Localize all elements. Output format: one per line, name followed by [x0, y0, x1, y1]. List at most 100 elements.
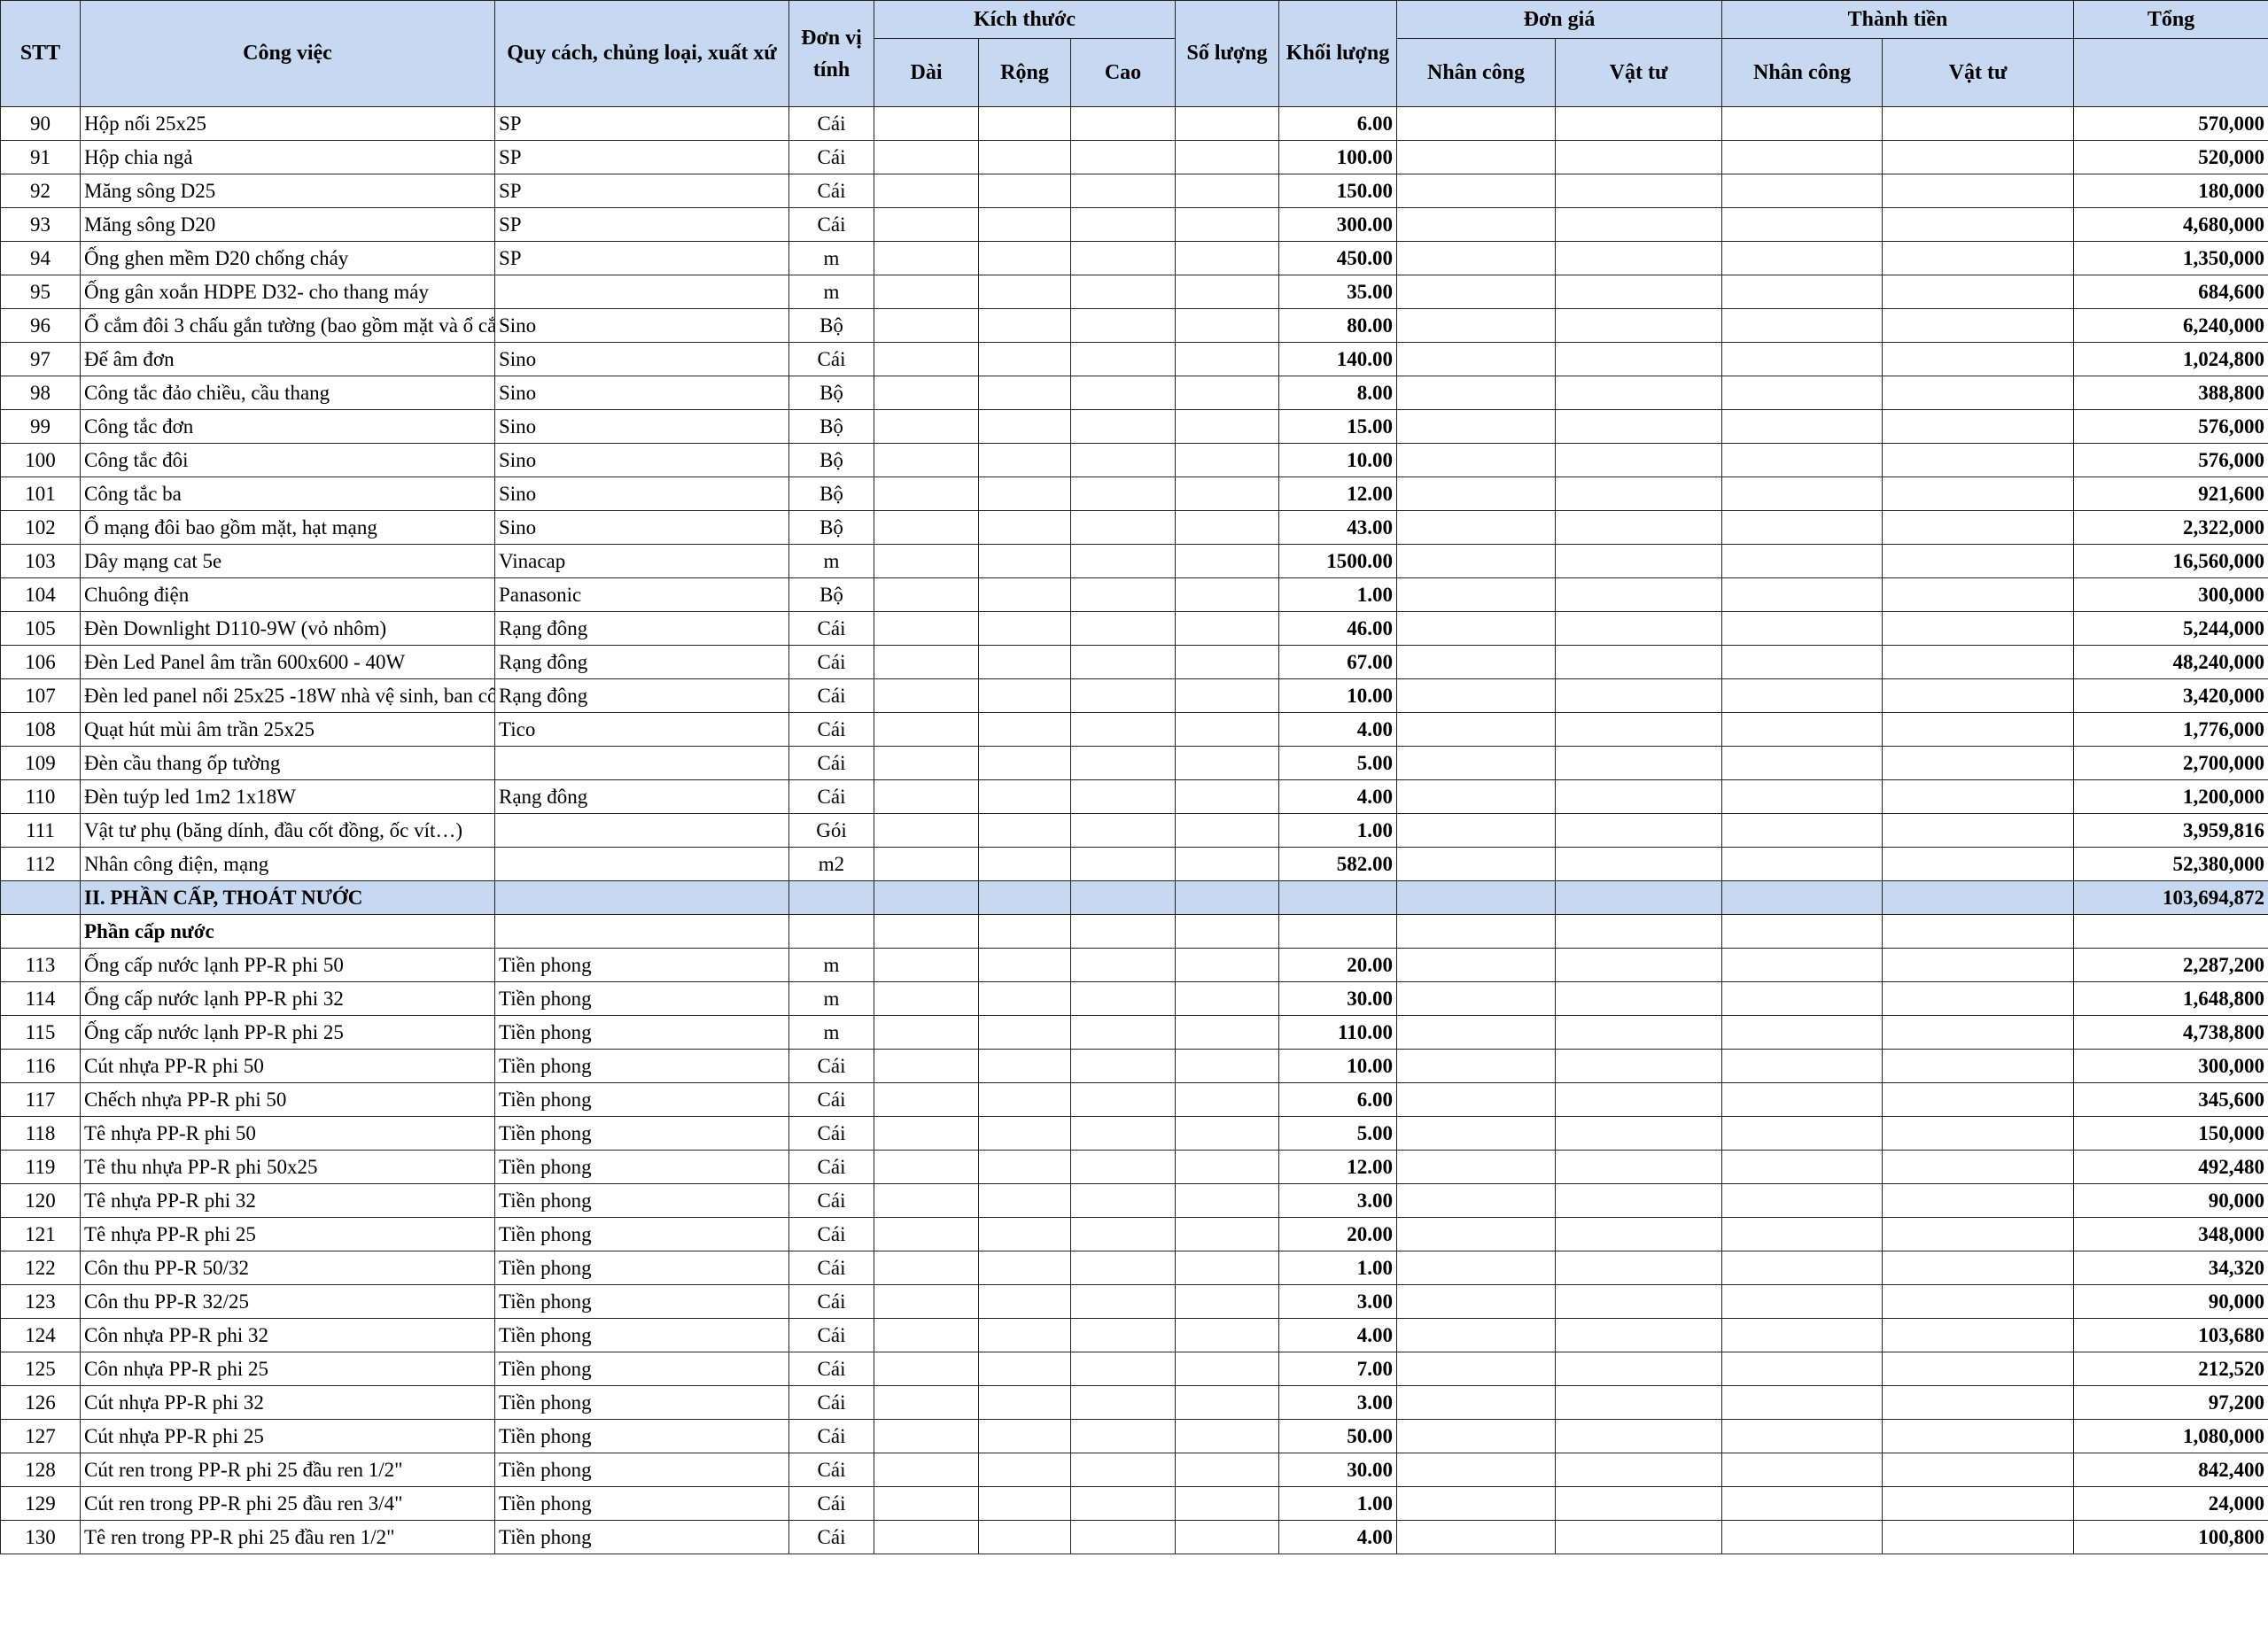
- cell: [874, 1049, 979, 1083]
- stt-cell: 108: [0, 712, 81, 747]
- cell: [874, 1015, 979, 1050]
- cell: [1396, 1015, 1556, 1050]
- cell: [978, 207, 1071, 242]
- item-row: 122 Côn thu PP-R 50/32 Tiền phong Cái 1.00 34…: [0, 1251, 2268, 1285]
- spec-cell: Rạng đông: [494, 779, 789, 814]
- header-cell: STT: [0, 0, 81, 107]
- cell: [1554, 140, 1723, 174]
- spec-cell: Tiền phong: [494, 981, 789, 1016]
- spec-cell: Tiền phong: [494, 1251, 789, 1285]
- header-cell: Đơn giá: [1395, 0, 1723, 39]
- item-row: 127 Cút nhựa PP-R phi 25 Tiền phong Cái 50.0…: [0, 1419, 2268, 1453]
- cell: [1396, 140, 1556, 174]
- cell: [1721, 1486, 1884, 1521]
- item-row: 126 Cút nhựa PP-R phi 32 Tiền phong Cái 3.00…: [0, 1385, 2268, 1420]
- cell: [1882, 1284, 2075, 1319]
- cell: [1396, 1486, 1556, 1521]
- task-cell: Đế âm đơn: [80, 342, 495, 376]
- stt-cell: 125: [0, 1352, 81, 1386]
- cell: [874, 948, 979, 982]
- spec-cell: Tiền phong: [494, 1419, 789, 1453]
- cell: [1070, 140, 1176, 174]
- spec-cell: Vinacap: [494, 544, 789, 578]
- stt-cell: 110: [0, 779, 81, 814]
- cell: [1882, 1183, 2075, 1218]
- stt-cell: 128: [0, 1453, 81, 1487]
- cell: [1882, 1385, 2075, 1420]
- spec-cell: Sino: [494, 376, 789, 410]
- cell: [1554, 981, 1723, 1016]
- total-cell: 2,700,000: [2073, 746, 2268, 780]
- cell: [978, 409, 1071, 444]
- cell: [1554, 1385, 1723, 1420]
- cell: [494, 914, 789, 949]
- cell: [1175, 847, 1279, 881]
- header-cell: Số lượng: [1175, 0, 1279, 107]
- cell: [1554, 1150, 1723, 1184]
- cell: [0, 914, 81, 949]
- cell: [978, 544, 1071, 578]
- cell: [1721, 1453, 1884, 1487]
- cell: [1070, 1284, 1176, 1319]
- total-cell: 921,600: [2073, 477, 2268, 511]
- cell: [1175, 981, 1279, 1016]
- cell: [1396, 645, 1556, 679]
- header-cell: Công việc: [80, 0, 495, 107]
- cell: [978, 1419, 1071, 1453]
- cell: [1175, 1385, 1279, 1420]
- cell: [1721, 678, 1884, 713]
- unit-cell: Cái: [788, 1284, 874, 1319]
- cell: [1070, 914, 1176, 949]
- task-cell: Cút nhựa PP-R phi 32: [80, 1385, 495, 1420]
- cell: [978, 1116, 1071, 1151]
- cell: [1882, 1150, 2075, 1184]
- cell: [1882, 308, 2075, 343]
- stt-cell: 92: [0, 174, 81, 208]
- unit-cell: m: [788, 981, 874, 1016]
- section-cell: II. PHẦN CẤP, THOÁT NƯỚC: [80, 880, 495, 915]
- cell: [1175, 611, 1279, 646]
- cell: [1721, 1049, 1884, 1083]
- unit-cell: m: [788, 544, 874, 578]
- total-cell: 842,400: [2073, 1453, 2268, 1487]
- total-cell: 150,000: [2073, 1116, 2268, 1151]
- cell: [1070, 678, 1176, 713]
- unit-cell: Cái: [788, 746, 874, 780]
- cell: [788, 914, 874, 949]
- item-row: 117 Chếch nhựa PP-R phi 50 Tiền phong Cái 6.…: [0, 1082, 2268, 1117]
- cell: [874, 847, 979, 881]
- cell: [1554, 847, 1723, 881]
- cell: [1396, 1352, 1556, 1386]
- item-row: 114 Ống cấp nước lạnh PP-R phi 32 Tiền pho…: [0, 981, 2268, 1016]
- total-cell: 212,520: [2073, 1352, 2268, 1386]
- cell: [1882, 880, 2075, 915]
- cell: [978, 712, 1071, 747]
- cell: [1554, 275, 1723, 309]
- total-cell: 1,024,800: [2073, 342, 2268, 376]
- mass-cell: 20.00: [1278, 1217, 1397, 1251]
- cell: [874, 1251, 979, 1285]
- mass-cell: 80.00: [1278, 308, 1397, 343]
- stt-cell: 112: [0, 847, 81, 881]
- cell: [1175, 1352, 1279, 1386]
- spec-cell: Sino: [494, 510, 789, 545]
- mass-cell: 46.00: [1278, 611, 1397, 646]
- task-cell: Cút nhựa PP-R phi 25: [80, 1419, 495, 1453]
- mass-cell: 4.00: [1278, 712, 1397, 747]
- item-row: 129 Cút ren trong PP-R phi 25 đầu ren 3/4…: [0, 1486, 2268, 1521]
- task-cell: Đèn cầu thang ốp tường: [80, 746, 495, 780]
- cell: [978, 1385, 1071, 1420]
- mass-cell: 6.00: [1278, 106, 1397, 141]
- item-row: 121 Tê nhựa PP-R phi 25 Tiền phong Cái 20.00…: [0, 1217, 2268, 1251]
- total-cell: 570,000: [2073, 106, 2268, 141]
- mass-cell: 4.00: [1278, 1318, 1397, 1352]
- cell: [1721, 1385, 1884, 1420]
- task-cell: Cút nhựa PP-R phi 50: [80, 1049, 495, 1083]
- cell: [1554, 376, 1723, 410]
- cell: [1721, 880, 1884, 915]
- cell: [0, 880, 81, 915]
- spec-cell: Tiền phong: [494, 1385, 789, 1420]
- cell: [1721, 544, 1884, 578]
- total-cell: 52,380,000: [2073, 847, 2268, 881]
